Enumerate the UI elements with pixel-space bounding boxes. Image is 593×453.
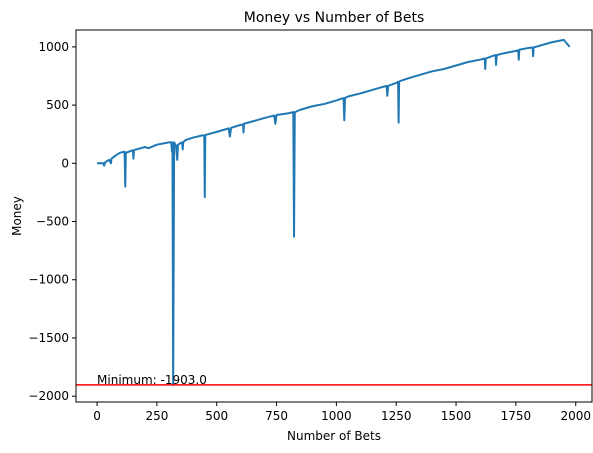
x-axis-label: Number of Bets <box>287 429 381 443</box>
y-tick-label: −500 <box>36 215 69 229</box>
plot-frame <box>75 29 593 403</box>
y-tick-label: 500 <box>46 98 69 112</box>
y-tick-label: 0 <box>61 156 69 170</box>
y-tick-label: 1000 <box>38 40 69 54</box>
x-tick-label: 1500 <box>441 409 472 423</box>
y-axis-label: Money <box>10 196 24 236</box>
x-tick-label: 500 <box>205 409 228 423</box>
series-line-0 <box>97 38 571 386</box>
chart-title: Money vs Number of Bets <box>244 10 425 26</box>
x-tick-label: 2000 <box>560 409 591 423</box>
y-tick-label: −1000 <box>28 273 69 287</box>
x-tick-label: 0 <box>93 409 101 423</box>
y-tick-label: −1500 <box>28 331 69 345</box>
y-tick-label: −2000 <box>28 389 69 403</box>
series-layer <box>97 38 571 386</box>
x-axis-ticks: 0 250 500 750 1000 1250 1500 1750 2000 <box>93 402 591 423</box>
x-tick-label: 1000 <box>321 409 352 423</box>
y-axis-ticks: −2000 −1500 −1000 −500 0 500 1000 <box>28 40 76 403</box>
x-tick-label: 250 <box>145 409 168 423</box>
x-tick-label: 1250 <box>381 409 412 423</box>
minimum-annotation: Minimum: -1903.0 <box>97 373 207 387</box>
x-tick-label: 1750 <box>501 409 532 423</box>
x-tick-label: 750 <box>265 409 288 423</box>
